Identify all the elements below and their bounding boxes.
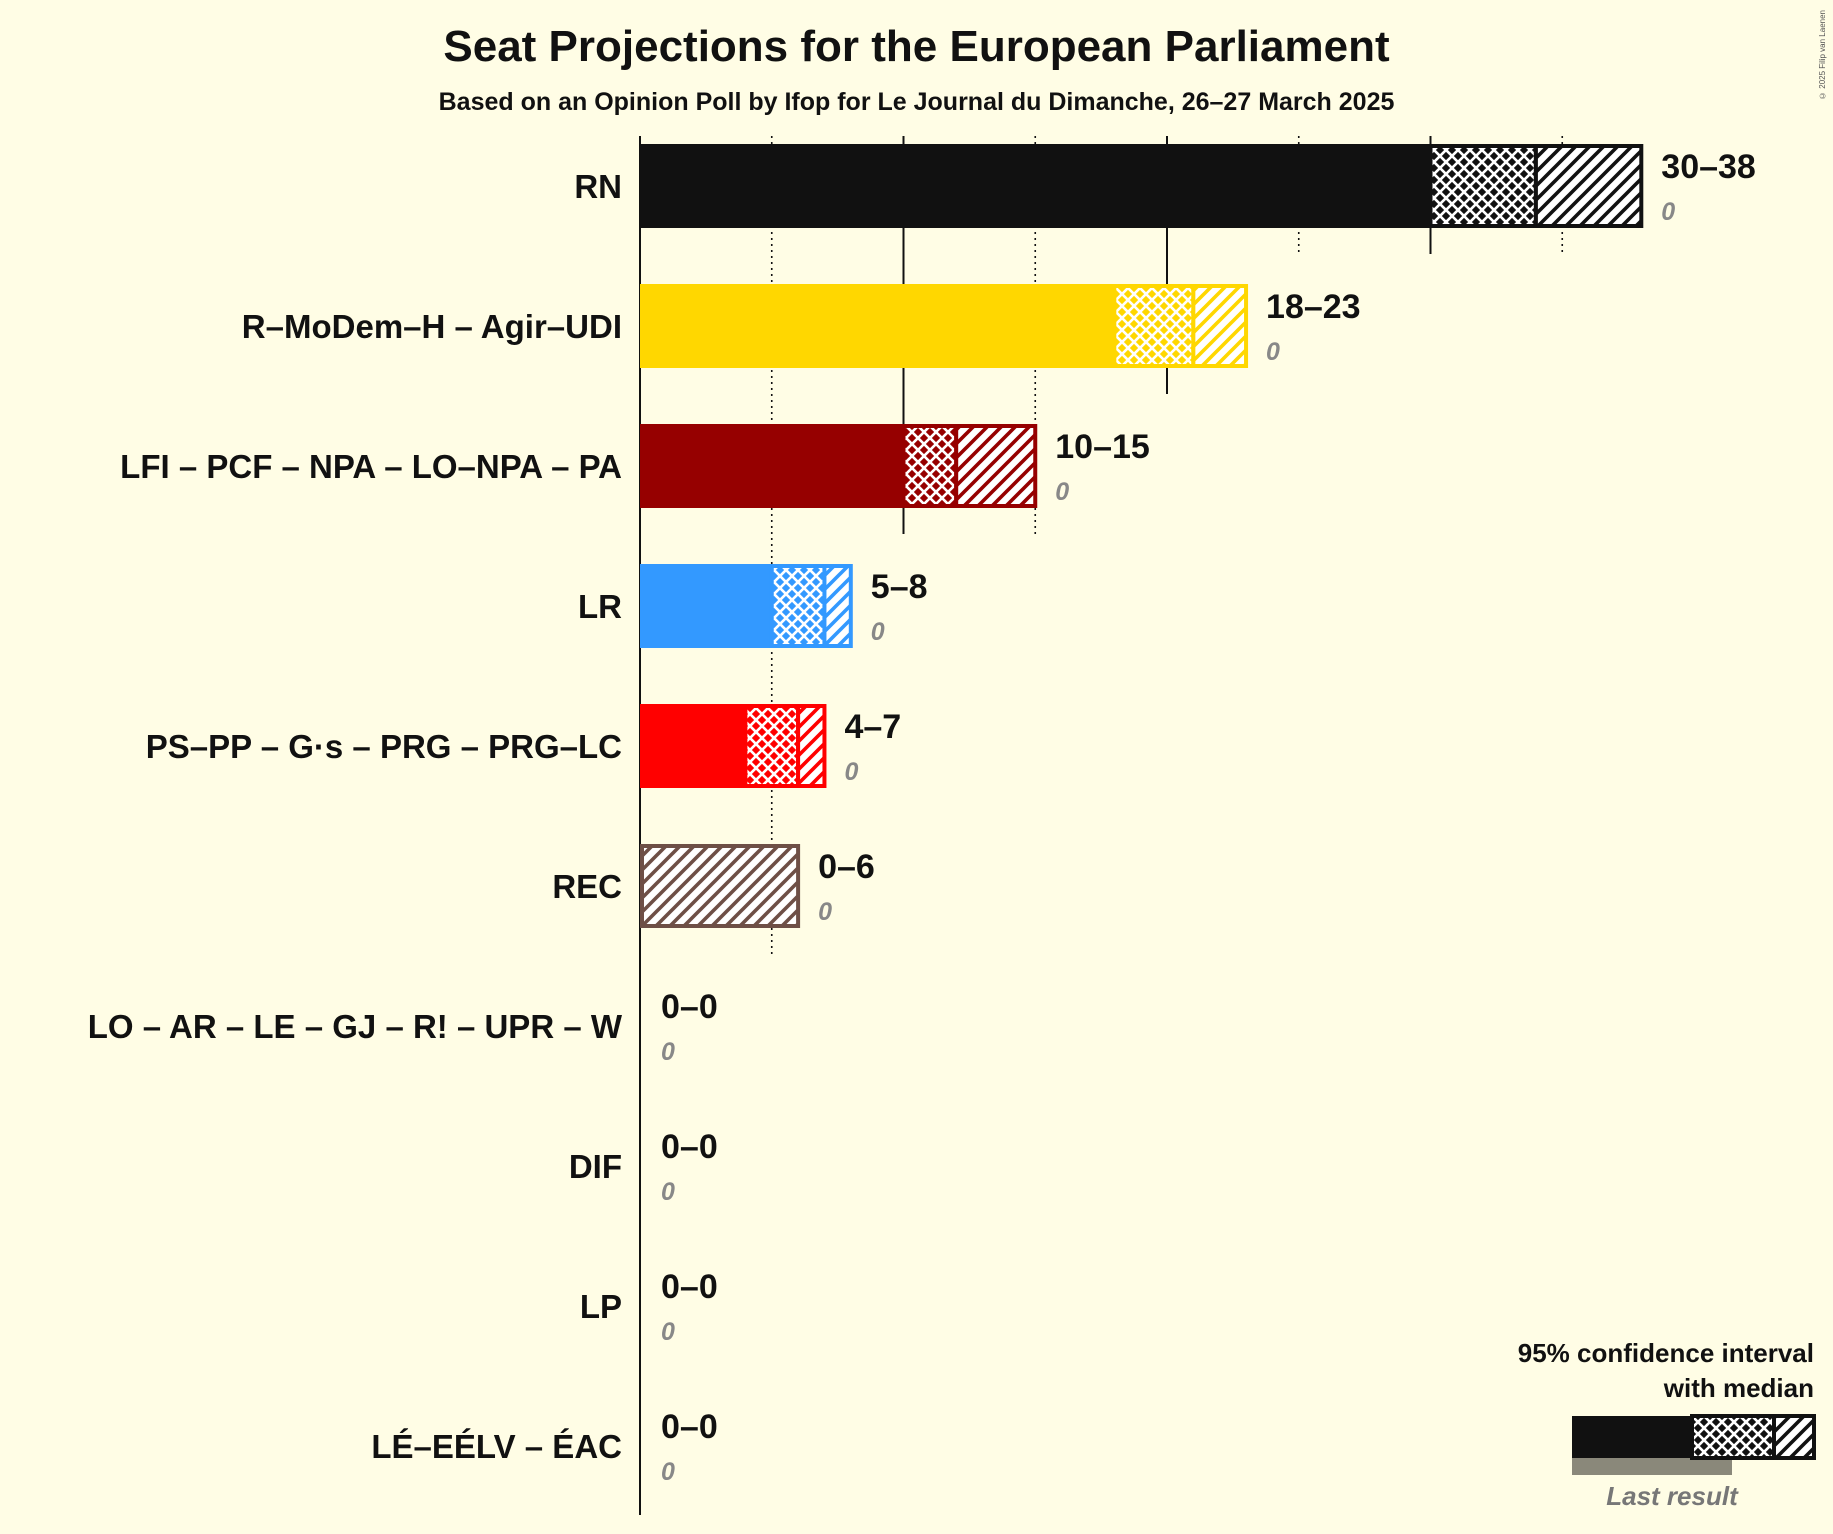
legend-title-line1: 95% confidence interval	[1518, 1338, 1814, 1368]
legend: 95% confidence interval with median Last…	[1518, 1338, 1816, 1511]
labels: RN 30–38 0 R–MoDem–H – Agir–UDI 18–23 0 LFI – …	[88, 148, 1756, 1486]
range-label: 0–0	[661, 988, 718, 1026]
bar-solid	[640, 704, 746, 788]
last-result-label: 0	[871, 618, 885, 646]
range-label: 4–7	[844, 708, 901, 746]
party-label: LO – AR – LE – GJ – R! – UPR – W	[88, 1008, 623, 1045]
party-label: RN	[574, 168, 622, 205]
last-result-label: 0	[661, 1458, 675, 1486]
chart-subtitle: Based on an Opinion Poll by Ifop for Le …	[438, 88, 1395, 116]
bars	[640, 144, 1644, 928]
legend-last-result-label: Last result	[1606, 1481, 1739, 1511]
last-result-label: 0	[661, 1038, 675, 1066]
last-result-label: 0	[1661, 198, 1675, 226]
bar-lower-ci	[1428, 144, 1538, 228]
party-label: DIF	[569, 1148, 622, 1185]
bar-lower-ci	[901, 424, 959, 508]
range-label: 30–38	[1661, 148, 1756, 186]
range-label: 5–8	[871, 568, 928, 606]
chart-title: Seat Projections for the European Parlia…	[443, 22, 1390, 71]
bar-solid	[640, 424, 904, 508]
legend-last-result-bar	[1572, 1457, 1732, 1475]
range-label: 0–0	[661, 1128, 718, 1166]
bar-lower-ci	[769, 564, 827, 648]
bar-upper-ci	[954, 424, 1038, 508]
bar-lower-ci	[1112, 284, 1196, 368]
last-result-label: 0	[1055, 478, 1069, 506]
range-label: 0–0	[661, 1268, 718, 1306]
party-label: REC	[552, 868, 622, 905]
last-result-label: 0	[818, 898, 832, 926]
party-label: PS–PP – G·s – PRG – PRG–LC	[146, 728, 622, 765]
bar-upper-ci	[796, 704, 827, 788]
range-label: 10–15	[1055, 428, 1150, 466]
legend-solid-bar	[1572, 1416, 1692, 1458]
bar-upper-ci	[1533, 144, 1644, 228]
party-label: LFI – PCF – NPA – LO–NPA – PA	[120, 448, 622, 485]
bar-lower-ci	[743, 704, 801, 788]
range-label: 0–6	[818, 848, 875, 886]
party-label: LÉ–EÉLV – ÉAC	[371, 1428, 622, 1465]
last-result-label: 0	[1266, 338, 1280, 366]
party-label: LP	[580, 1288, 622, 1325]
legend-median-interval	[1690, 1414, 1776, 1460]
legend-title-line2: with median	[1663, 1373, 1814, 1403]
party-label: LR	[578, 588, 622, 625]
party-label: R–MoDem–H – Agir–UDI	[242, 308, 622, 345]
bar-upper-ci	[822, 564, 853, 648]
last-result-label: 0	[661, 1178, 675, 1206]
bar-solid	[640, 144, 1431, 228]
bar-upper-ci	[1191, 284, 1249, 368]
last-result-label: 0	[844, 758, 858, 786]
bar-upper-ci	[640, 844, 801, 928]
range-label: 18–23	[1266, 288, 1361, 326]
bar-solid	[640, 284, 1115, 368]
range-label: 0–0	[661, 1408, 718, 1446]
bar-solid	[640, 564, 772, 648]
legend-upper-interval	[1772, 1414, 1816, 1460]
last-result-label: 0	[661, 1318, 675, 1346]
